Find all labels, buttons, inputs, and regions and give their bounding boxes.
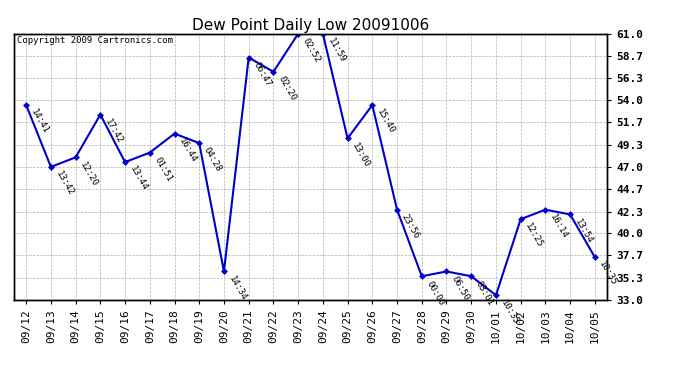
Text: 04:28: 04:28 [202, 146, 224, 174]
Text: 01:51: 01:51 [152, 155, 174, 183]
Text: 13:44: 13:44 [128, 165, 149, 193]
Text: 13:00: 13:00 [351, 141, 372, 169]
Text: 17:42: 17:42 [103, 117, 124, 145]
Text: 16:44: 16:44 [177, 136, 199, 164]
Text: 10:35: 10:35 [598, 260, 619, 288]
Text: 15:40: 15:40 [375, 108, 396, 136]
Text: Copyright 2009 Cartronics.com: Copyright 2009 Cartronics.com [17, 36, 172, 45]
Text: 06:50: 06:50 [449, 274, 471, 302]
Text: 23:56: 23:56 [400, 213, 421, 240]
Text: 12:25: 12:25 [524, 222, 544, 250]
Text: 13:54: 13:54 [573, 217, 594, 245]
Text: 16:14: 16:14 [548, 213, 569, 240]
Text: 03:01: 03:01 [474, 279, 495, 307]
Text: 12:20: 12:20 [79, 160, 99, 188]
Text: 13:42: 13:42 [54, 170, 75, 197]
Text: 00:00: 00:00 [424, 279, 446, 307]
Text: 06:47: 06:47 [251, 60, 273, 88]
Text: 10:35: 10:35 [499, 298, 520, 326]
Text: 14:34: 14:34 [227, 274, 248, 302]
Text: 11:59: 11:59 [326, 36, 347, 64]
Text: 02:52: 02:52 [301, 36, 322, 64]
Text: 02:20: 02:20 [276, 75, 297, 102]
Text: 14:41: 14:41 [29, 108, 50, 136]
Title: Dew Point Daily Low 20091006: Dew Point Daily Low 20091006 [192, 18, 429, 33]
